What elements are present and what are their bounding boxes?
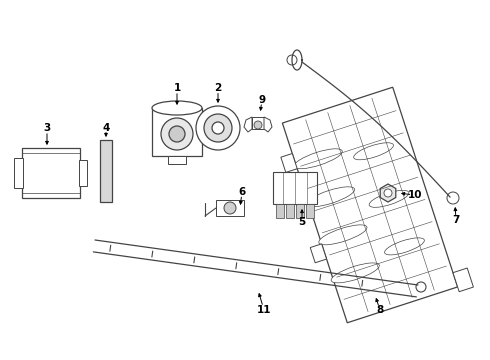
Text: 11: 11: [257, 305, 271, 315]
Bar: [168, 156, 186, 164]
Circle shape: [224, 202, 236, 214]
Bar: [273, 172, 317, 204]
Text: 2: 2: [215, 83, 221, 93]
Polygon shape: [281, 153, 297, 172]
Text: 10: 10: [408, 190, 422, 200]
Circle shape: [169, 126, 185, 142]
Polygon shape: [292, 187, 308, 206]
Circle shape: [384, 189, 392, 197]
Ellipse shape: [354, 143, 393, 160]
Bar: [79, 160, 87, 186]
Polygon shape: [282, 87, 458, 323]
Text: 7: 7: [452, 215, 460, 225]
Circle shape: [447, 192, 459, 204]
Text: 9: 9: [258, 95, 266, 105]
Bar: [276, 204, 284, 218]
Circle shape: [254, 121, 262, 129]
Polygon shape: [244, 117, 252, 132]
Circle shape: [287, 55, 297, 65]
Polygon shape: [264, 117, 272, 132]
Ellipse shape: [306, 187, 355, 207]
Bar: [14, 158, 23, 188]
Text: 8: 8: [376, 305, 384, 315]
Ellipse shape: [385, 238, 424, 255]
Ellipse shape: [369, 190, 409, 207]
Bar: [100, 140, 112, 202]
Circle shape: [416, 282, 426, 292]
Circle shape: [161, 118, 193, 150]
Bar: [296, 204, 304, 218]
Bar: [252, 117, 264, 129]
Circle shape: [204, 114, 232, 142]
Polygon shape: [453, 268, 473, 292]
Bar: [286, 204, 294, 218]
Ellipse shape: [319, 225, 367, 245]
Bar: [306, 204, 314, 218]
Text: 6: 6: [238, 187, 245, 197]
Bar: [22, 148, 80, 198]
Text: 5: 5: [298, 217, 306, 227]
Text: 3: 3: [44, 123, 50, 133]
Ellipse shape: [294, 149, 343, 169]
Bar: [152, 108, 202, 156]
Ellipse shape: [152, 101, 202, 115]
Text: 1: 1: [173, 83, 181, 93]
Circle shape: [196, 106, 240, 150]
Polygon shape: [310, 244, 326, 263]
Ellipse shape: [331, 263, 379, 283]
Text: 4: 4: [102, 123, 110, 133]
Bar: [216, 200, 244, 216]
Circle shape: [212, 122, 224, 134]
